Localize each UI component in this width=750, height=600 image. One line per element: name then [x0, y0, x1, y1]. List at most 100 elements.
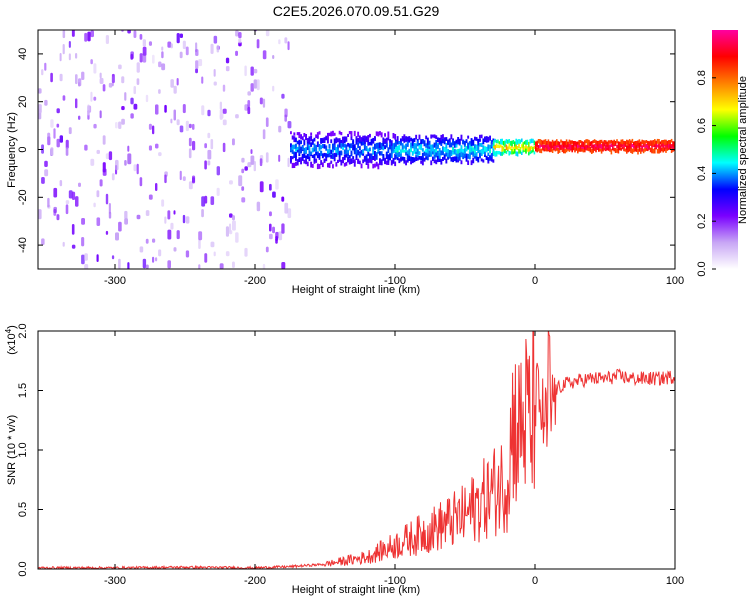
spectrogram-cell	[484, 153, 486, 157]
spectrogram-cell	[484, 150, 486, 156]
spectrogram-cell	[600, 148, 603, 154]
spectrogram-cell	[345, 136, 348, 142]
spectrogram-cell	[179, 33, 183, 38]
spectrogram-cell	[328, 148, 331, 153]
spectrogram-cell	[235, 30, 239, 37]
spectrogram-cell	[673, 146, 675, 152]
spectrogram-cell	[394, 134, 397, 140]
spectrogram-cell	[387, 131, 390, 138]
spectrogram-cell	[167, 229, 172, 240]
spectrogram-cell	[343, 143, 346, 148]
spectrogram-cell	[62, 44, 65, 55]
spectrogram-cell	[591, 148, 593, 154]
spectrogram-cell	[375, 131, 378, 136]
spectrogram-cell	[442, 138, 444, 144]
spectrogram-cell	[305, 134, 307, 140]
spectrogram-cell	[291, 149, 294, 154]
spectrogram-cell	[377, 163, 380, 170]
spectrogram-cell	[365, 159, 368, 165]
spectrogram-cell	[38, 88, 42, 94]
spectrogram-cell	[567, 144, 569, 150]
spectrogram-cell	[301, 156, 304, 161]
x-tick-label: 0	[532, 275, 538, 287]
spectrogram-cell	[305, 158, 307, 165]
spectrogram-cell	[81, 218, 85, 225]
spectrogram-cell	[522, 142, 524, 148]
spectrogram-cell	[210, 196, 215, 205]
spectrogram-cell	[50, 147, 54, 156]
spectrogram-cell	[56, 138, 60, 148]
spectrogram-cell	[210, 241, 215, 248]
spectrogram-cell	[298, 145, 301, 150]
spectrogram-cell	[198, 239, 201, 249]
spectrogram-cell	[127, 145, 130, 152]
spectrogram-cell	[609, 144, 611, 151]
spectrogram-cell	[644, 140, 646, 147]
spectrogram-cell	[493, 150, 495, 156]
spectrogram-cell	[457, 159, 460, 163]
spectrogram-cell	[71, 191, 76, 200]
spectrogram-cell	[365, 146, 368, 152]
spectrogram-cell	[624, 141, 627, 146]
spectrogram-cell	[512, 146, 515, 152]
spectrogram-cell	[497, 139, 499, 144]
spectrogram-cell	[278, 154, 281, 162]
spectrogram-cell	[332, 130, 334, 137]
spectrogram-cell	[316, 152, 319, 159]
spectrogram-cell	[374, 136, 376, 141]
spectrogram-cell	[75, 98, 78, 109]
spectrogram-cell	[472, 147, 475, 152]
spectrogram-cell	[425, 156, 428, 160]
spectrogram-cell	[514, 141, 516, 147]
spectrogram-cell	[645, 143, 648, 148]
spectrogram-cell	[557, 143, 559, 148]
spectrogram-cell	[433, 134, 436, 139]
spectrogram-cell	[102, 162, 106, 173]
spectrogram-cell	[661, 147, 663, 152]
spectrogram-cell	[148, 145, 152, 151]
spectrogram-cell	[498, 151, 501, 155]
spectrogram-cell	[435, 143, 438, 150]
spectrogram-cell	[238, 32, 242, 39]
spectrogram-cell	[408, 148, 411, 155]
spectrogram-cell	[340, 143, 343, 149]
spectrogram-cell	[479, 143, 481, 147]
spectrogram-cell	[136, 214, 141, 220]
spectrogram-cell	[385, 160, 388, 165]
spectrogram-cell	[673, 141, 675, 147]
spectrogram-cell	[287, 157, 290, 168]
spectrogram-cell	[563, 144, 565, 150]
spectrogram-cell	[442, 150, 444, 155]
spectrogram-cell	[472, 139, 475, 145]
spectrogram-cell	[579, 144, 582, 149]
spectrogram-cell	[374, 156, 376, 161]
spectrogram-cell	[508, 151, 510, 156]
spectrogram-cell	[188, 181, 193, 190]
spectrogram-cell	[272, 55, 275, 59]
spectrogram-cell	[219, 263, 224, 269]
spectrogram-cell	[579, 140, 582, 144]
spectrogram-cell	[425, 149, 428, 155]
spectrogram-cell	[124, 92, 127, 101]
spectrogram-cell	[430, 134, 433, 139]
spectrogram-cell	[593, 144, 596, 149]
spectrogram-cell	[278, 39, 281, 45]
spectrogram-cell	[382, 154, 385, 159]
spectrogram-cell	[655, 143, 657, 148]
snr-x-ticks: -300 -200 -100 0 100	[104, 331, 684, 587]
spectrogram-cell	[599, 139, 601, 145]
spectrogram-cell	[310, 142, 313, 147]
spectrogram-cell	[421, 156, 424, 161]
spectrogram-cell	[41, 69, 44, 76]
spectrogram-cell	[293, 152, 296, 158]
spectrogram-cell	[241, 168, 245, 174]
spectrogram-cell	[475, 137, 478, 141]
spectrogram-cell	[84, 264, 89, 269]
spectrogram-cell	[637, 148, 639, 155]
spectrogram-cell	[442, 157, 444, 161]
spectrogram-cell	[432, 150, 434, 155]
spectrogram-cell	[284, 108, 288, 118]
spectrogram-cell	[511, 140, 513, 147]
spectrogram-cell	[295, 152, 297, 158]
spectrogram-cell	[192, 177, 195, 183]
